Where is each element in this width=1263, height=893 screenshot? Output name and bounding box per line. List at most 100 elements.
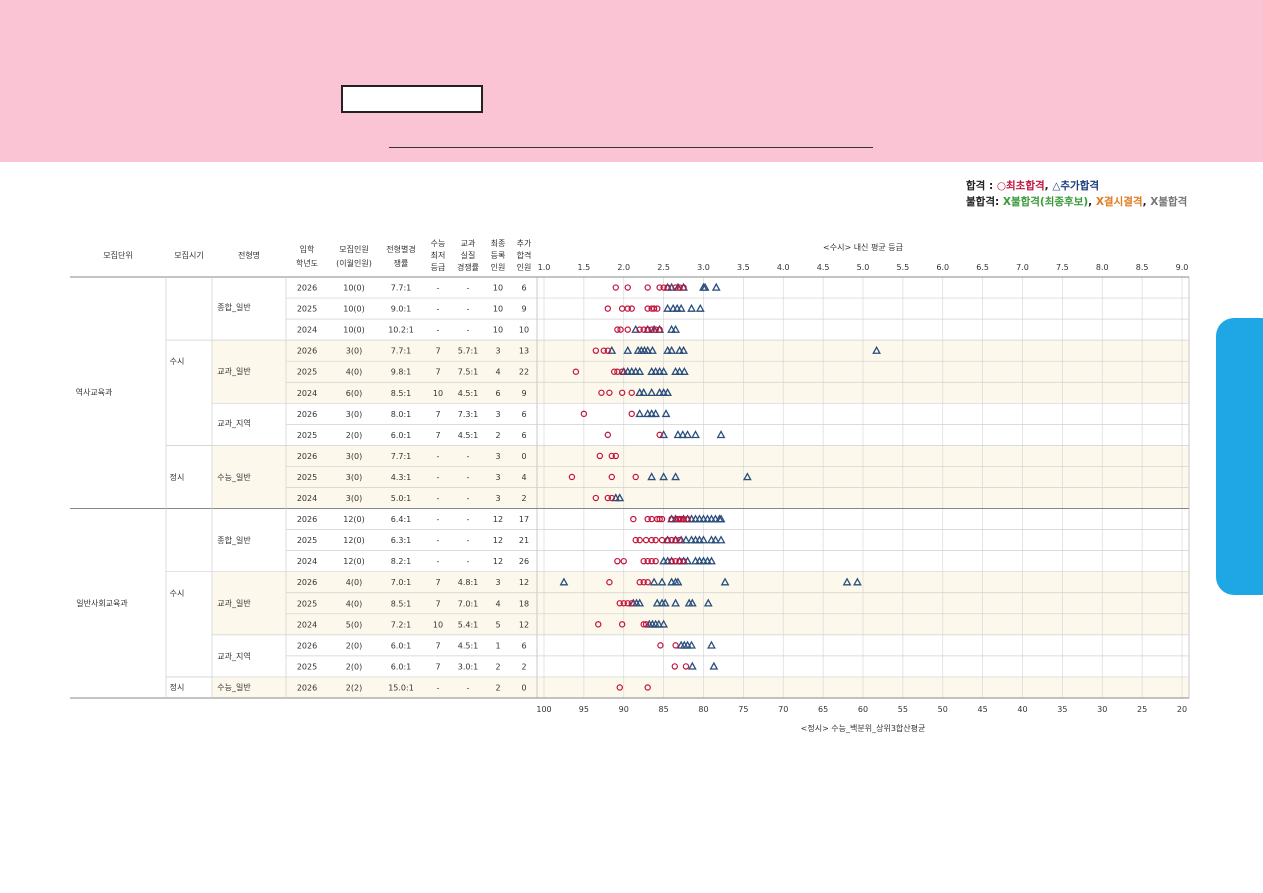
cell-reg: 3 (495, 347, 500, 356)
period-label: 정시 (170, 472, 185, 482)
first-pass-mark (672, 557, 679, 565)
first-pass-mark (592, 494, 600, 502)
header-add-3: 인원 (517, 262, 532, 272)
cell-real: - (467, 515, 470, 524)
header-ratio-1: 전형별경 (386, 244, 415, 254)
extra-pass-mark (707, 556, 716, 565)
cell-quota: 3(0) (346, 494, 362, 503)
first-pass-mark (656, 431, 663, 439)
cell-quota: 12(0) (343, 536, 365, 545)
first-pass-mark (680, 515, 687, 523)
cell-min: - (437, 515, 440, 524)
legend-fail-label: 불합격: (966, 196, 1000, 208)
bottom-tick-label: 100 (536, 705, 551, 714)
cell-real: 5.7:1 (458, 347, 479, 356)
first-pass-mark (636, 536, 643, 544)
header-period: 모집시기 (174, 250, 203, 260)
first-pass-mark (640, 621, 647, 628)
extra-pass-mark (635, 366, 645, 375)
bottom-tick-label: 90 (619, 705, 629, 714)
cell-quota: 5(0) (346, 620, 362, 629)
first-pass-mark (677, 515, 685, 523)
type-label: 종합_일반 (217, 303, 251, 312)
first-pass-mark (648, 557, 655, 565)
cell-add: 13 (519, 347, 529, 356)
table-lines (70, 276, 1189, 699)
legend-comma: , (1088, 196, 1096, 208)
cell-add: 9 (521, 305, 526, 314)
cell-add: 2 (521, 662, 526, 671)
first-pass-mark (632, 473, 639, 481)
first-pass-mark (620, 600, 627, 607)
row-band (212, 466, 1189, 488)
bottom-tick-label: 50 (938, 705, 948, 714)
cell-ratio: 9.8:1 (391, 368, 412, 377)
cell-ratio: 4.3:1 (391, 473, 412, 482)
header-real-1: 교과 (461, 239, 476, 248)
bottom-tick-label: 30 (1097, 705, 1107, 714)
first-pass-mark (620, 557, 627, 565)
top-tick-label: 2.0 (617, 263, 630, 272)
first-pass-mark (614, 326, 621, 333)
first-pass-mark (672, 642, 679, 649)
banner-underline (389, 147, 873, 148)
cell-reg: 2 (495, 662, 500, 671)
cell-real: 5.4:1 (458, 620, 479, 629)
cell-min: 10 (433, 620, 443, 629)
cell-reg: 2 (495, 431, 500, 440)
legend-comma: , (1142, 196, 1151, 208)
side-tab[interactable] (1216, 318, 1263, 595)
first-pass-mark (654, 305, 661, 312)
cell-real: - (467, 326, 470, 335)
cell-quota: 6(0) (346, 389, 362, 398)
cell-add: 12 (519, 620, 529, 629)
legend-comma: , (1044, 180, 1053, 192)
first-pass-mark (640, 579, 647, 586)
first-pass-mark (618, 389, 626, 396)
first-pass-mark (660, 284, 667, 291)
first-pass-mark (606, 389, 613, 396)
bottom-tick-label: 40 (1017, 705, 1027, 714)
extra-pass-mark (842, 577, 852, 586)
first-pass-mark (668, 557, 675, 565)
type-label: 교과_일반 (217, 599, 251, 608)
extra-pass-mark (648, 345, 657, 354)
cell-ratio: 6.4:1 (391, 515, 412, 524)
first-pass-mark (636, 579, 643, 586)
cell-real: - (467, 452, 470, 461)
bottom-tick-label: 70 (778, 705, 788, 714)
cell-add: 6 (521, 410, 526, 419)
cell-reg: 5 (495, 620, 500, 629)
extra-pass-mark (683, 430, 692, 439)
cell-reg: 10 (493, 284, 503, 293)
unit-label: 일반사회교육과 (76, 599, 128, 608)
extra-pass-mark (559, 577, 569, 586)
row-band (212, 382, 1189, 404)
cell-min: - (437, 305, 440, 314)
extra-pass-mark (679, 345, 688, 354)
cell-quota: 12(0) (343, 515, 365, 524)
extra-pass-mark (711, 282, 721, 291)
cell-real: 4.5:1 (458, 389, 479, 398)
cell-year: 2024 (297, 557, 317, 566)
cell-quota: 4(0) (346, 578, 362, 587)
extra-pass-mark (654, 619, 664, 628)
first-pass-mark (671, 663, 678, 670)
top-tick-label: 4.5 (817, 263, 830, 272)
extra-pass-mark (742, 472, 752, 481)
cell-year: 2026 (297, 347, 317, 356)
cell-min: - (437, 494, 440, 503)
header-add-2: 합격 (517, 250, 532, 260)
first-pass-mark (676, 536, 683, 544)
top-tick-label: 8.5 (1136, 263, 1149, 272)
first-pass-mark (672, 284, 679, 291)
cell-ratio: 6.0:1 (391, 641, 412, 650)
first-pass-mark (628, 389, 635, 396)
cell-add: 18 (519, 599, 529, 608)
row-band (212, 676, 1189, 698)
bottom-tick-label: 45 (978, 705, 988, 714)
cell-year: 2026 (297, 641, 317, 650)
header-min-2: 최저 (431, 250, 446, 260)
cell-ratio: 6.3:1 (391, 536, 412, 545)
period-label: 수시 (170, 357, 185, 366)
